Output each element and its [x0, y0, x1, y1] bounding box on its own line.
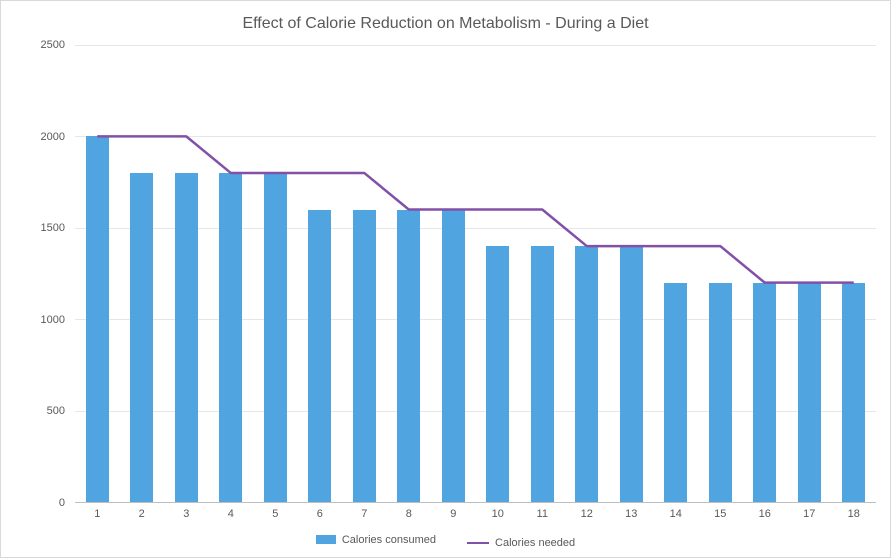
y-tick-label: 0 [59, 497, 65, 509]
x-tick-label: 5 [272, 508, 278, 520]
legend-swatch-line [467, 542, 489, 544]
y-tick-label: 1000 [41, 314, 65, 326]
x-tick-label: 11 [537, 508, 548, 520]
plot-wrap: 05001000150020002500 1234567891011121314… [29, 45, 876, 503]
chart-container: Effect of Calorie Reduction on Metabolis… [0, 0, 891, 558]
x-tick-label: 18 [848, 508, 860, 520]
x-labels-layer: 123456789101112131415161718 [75, 45, 876, 502]
x-tick-label: 13 [625, 508, 637, 520]
legend-label-line: Calories needed [495, 537, 575, 549]
x-tick-label: 10 [492, 508, 504, 520]
x-tick-label: 2 [139, 508, 145, 520]
x-tick-label: 16 [759, 508, 771, 520]
legend-item-line: Calories needed [467, 537, 575, 549]
x-tick-label: 15 [714, 508, 726, 520]
y-axis: 05001000150020002500 [29, 45, 71, 503]
y-tick-label: 2500 [41, 39, 65, 51]
x-tick-label: 8 [406, 508, 412, 520]
x-tick-label: 6 [317, 508, 323, 520]
legend-label-bar: Calories consumed [342, 534, 436, 546]
plot-area: 123456789101112131415161718 [75, 45, 876, 503]
x-tick-label: 3 [183, 508, 189, 520]
chart-title: Effect of Calorie Reduction on Metabolis… [9, 15, 882, 33]
y-tick-label: 2000 [41, 131, 65, 143]
legend-swatch-bar [316, 535, 336, 544]
legend: Calories consumed Calories needed [1, 534, 890, 550]
x-tick-label: 4 [228, 508, 234, 520]
x-tick-label: 12 [581, 508, 593, 520]
x-tick-label: 9 [450, 508, 456, 520]
x-tick-label: 7 [361, 508, 367, 520]
x-tick-label: 1 [94, 508, 100, 520]
y-tick-label: 1500 [41, 222, 65, 234]
x-tick-label: 17 [803, 508, 815, 520]
x-tick-label: 14 [670, 508, 682, 520]
y-tick-label: 500 [47, 405, 65, 417]
legend-item-bar: Calories consumed [316, 534, 436, 546]
